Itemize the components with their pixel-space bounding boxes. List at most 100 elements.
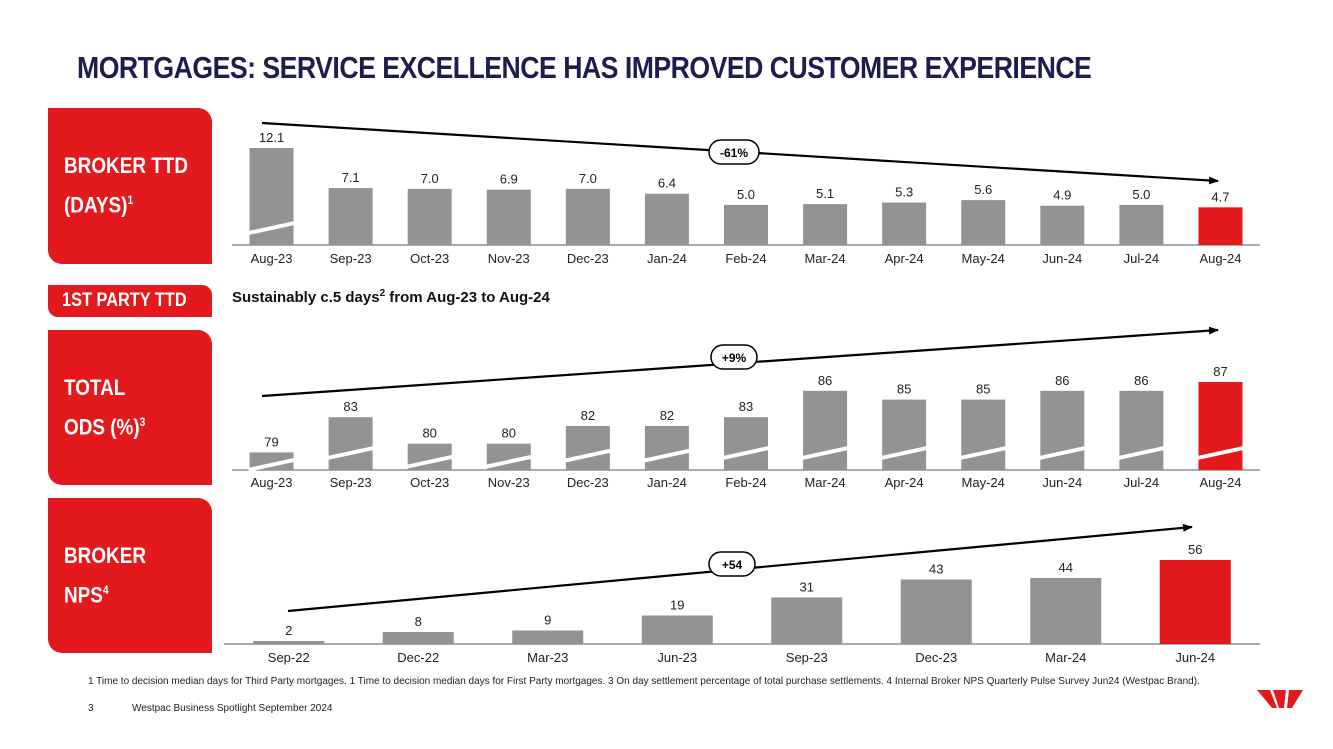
data-label: 80	[502, 426, 516, 441]
x-tick-label: Aug-23	[251, 251, 293, 266]
axis-break-mark	[723, 446, 769, 460]
bar	[1040, 205, 1085, 245]
data-label: 9	[544, 613, 551, 628]
x-tick-label: Aug-23	[251, 475, 293, 490]
data-label: 8	[415, 614, 422, 629]
bar	[1119, 204, 1164, 245]
bar	[328, 188, 373, 245]
page-number: 3	[88, 703, 94, 714]
x-tick-label: Dec-22	[397, 650, 439, 665]
bar	[486, 189, 531, 245]
bar	[1198, 207, 1243, 245]
x-tick-label: Mar-24	[804, 475, 845, 490]
x-tick-label: Jun-24	[1042, 251, 1082, 266]
bar	[961, 399, 1006, 470]
x-tick-label: Jul-24	[1124, 475, 1159, 490]
x-tick-label: Mar-24	[804, 251, 845, 266]
x-tick-label: Nov-23	[488, 251, 530, 266]
page-title: MORTGAGES: SERVICE EXCELLENCE HAS IMPROV…	[77, 50, 1092, 85]
x-tick-label: May-24	[962, 475, 1005, 490]
axis-break-mark	[327, 446, 374, 460]
data-label: 6.9	[500, 172, 518, 187]
data-label: 85	[976, 382, 990, 397]
x-tick-label: Dec-23	[915, 650, 957, 665]
bar	[1030, 578, 1102, 644]
total-ods-label: TOTAL ODS (%)3	[64, 374, 146, 440]
data-label: 31	[800, 580, 814, 595]
broker-nps-box: BROKER NPS4	[48, 498, 212, 653]
bar	[803, 204, 848, 245]
broker-ttd-chart: 12.1 Aug-23 7.1 Sep-23 7.0 Oct-23 6.9 Nov-23 7.0…	[232, 121, 1260, 266]
data-label: 5.6	[974, 182, 992, 197]
axis-break-mark	[564, 448, 611, 463]
data-label: 4.9	[1053, 188, 1071, 203]
bar	[900, 579, 972, 644]
data-label: 85	[897, 382, 911, 397]
total-ods-chart: 79 Aug-23 83 Sep-23 80 Oct-23 80 Nov-23 82 Dec-23…	[232, 326, 1260, 490]
data-label: 82	[660, 408, 674, 423]
footer-text: Westpac Business Spotlight September 202…	[132, 703, 333, 714]
data-label: 86	[818, 373, 832, 388]
bar	[328, 417, 373, 470]
axis-break-mark	[960, 446, 1007, 460]
data-label: 6.4	[658, 176, 676, 191]
trend-label: +54	[722, 558, 743, 572]
axis-break-mark	[406, 454, 453, 469]
broker-nps-chart: 2 Sep-22 8 Dec-22 9 Mar-23 19 Jun-23 31 Sep-23 43 D…	[224, 523, 1260, 665]
x-tick-label: Mar-23	[527, 650, 568, 665]
x-tick-label: Jul-24	[1124, 251, 1159, 266]
axis-break-mark	[643, 448, 690, 463]
axis-break-mark	[248, 457, 295, 472]
x-tick-label: Feb-24	[725, 251, 766, 266]
broker-nps-label: BROKER NPS4	[64, 542, 146, 608]
bar	[644, 426, 689, 470]
x-tick-label: Sep-23	[330, 475, 372, 490]
data-label: 4.7	[1211, 189, 1229, 204]
axis-break-mark	[485, 454, 532, 469]
bar	[512, 630, 584, 644]
trend-label: -61%	[720, 146, 748, 160]
data-label: 7.0	[579, 171, 597, 186]
bar	[961, 200, 1006, 245]
bar	[724, 204, 768, 245]
x-tick-label: Jun-24	[1175, 650, 1215, 665]
bar	[253, 641, 325, 644]
data-label: 79	[264, 434, 278, 449]
footer: 3 Westpac Business Spotlight September 20…	[88, 703, 333, 714]
data-label: 5.3	[895, 185, 913, 200]
first-party-ttd-label: 1ST PARTY TTD	[62, 290, 187, 311]
x-tick-label: Jan-24	[647, 475, 687, 490]
bar	[565, 426, 610, 470]
x-tick-label: Jun-24	[1042, 475, 1082, 490]
data-label: 5.0	[1132, 187, 1150, 202]
x-tick-label: Aug-24	[1200, 251, 1242, 266]
bar	[724, 417, 768, 470]
data-label: 87	[1213, 364, 1227, 379]
first-party-statement: Sustainably c.5 days2 from Aug-23 to Aug…	[232, 288, 550, 306]
trend-label-pill	[710, 344, 758, 370]
data-label: 7.1	[342, 170, 360, 185]
trend-label-pill	[708, 551, 756, 577]
trend-label-pill	[708, 139, 760, 165]
data-label: 56	[1188, 542, 1202, 557]
x-tick-label: Sep-23	[330, 251, 372, 266]
axis-break-mark	[248, 221, 295, 235]
x-tick-label: Apr-24	[885, 475, 924, 490]
bar	[1159, 560, 1231, 644]
data-label: 44	[1059, 560, 1073, 575]
data-label: 43	[929, 562, 943, 577]
data-label: 5.0	[737, 187, 755, 202]
data-label: 7.0	[421, 171, 439, 186]
x-tick-label: Dec-23	[567, 475, 609, 490]
data-label: 83	[739, 399, 753, 414]
x-tick-label: Dec-23	[567, 251, 609, 266]
bar	[882, 399, 927, 470]
x-tick-label: Oct-23	[410, 251, 449, 266]
data-label: 19	[670, 598, 684, 613]
x-tick-label: Jan-24	[647, 251, 687, 266]
bar	[565, 188, 610, 245]
bar	[382, 632, 454, 644]
x-tick-label: Apr-24	[885, 251, 924, 266]
total-ods-box: TOTAL ODS (%)3	[48, 330, 212, 485]
